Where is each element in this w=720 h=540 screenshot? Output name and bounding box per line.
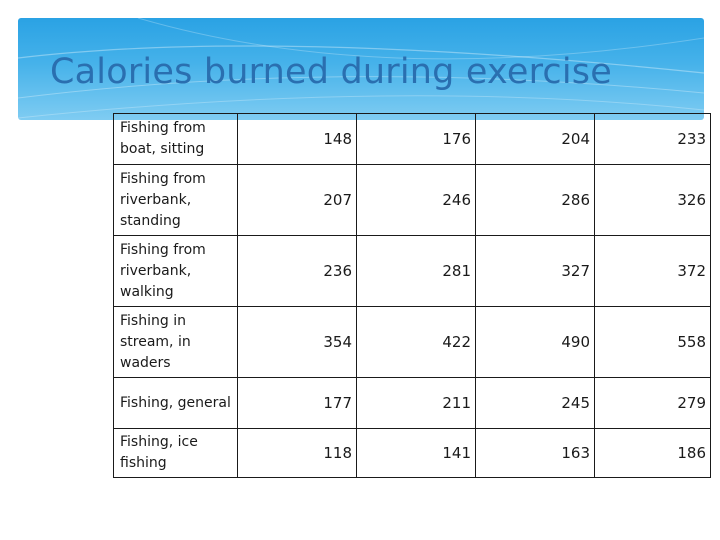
activity-label: Fishing, general <box>113 377 238 429</box>
activity-label: Fishing from riverbank, walking <box>113 235 238 307</box>
table-cell: 422 <box>356 306 476 378</box>
table-cell: 148 <box>237 113 357 165</box>
table-cell: 186 <box>594 428 711 478</box>
table-cell: 233 <box>594 113 711 165</box>
slide-title: Calories burned during exercise <box>50 52 612 92</box>
table-row: Fishing from riverbank, walking 236 281 … <box>113 235 711 307</box>
table-row: Fishing from boat, sitting 148 176 204 2… <box>113 113 711 165</box>
table-cell: 118 <box>237 428 357 478</box>
activity-label: Fishing in stream, in waders <box>113 306 238 378</box>
table-cell: 204 <box>475 113 595 165</box>
table-cell: 490 <box>475 306 595 378</box>
activity-label: Fishing from boat, sitting <box>113 113 238 165</box>
table-cell: 558 <box>594 306 711 378</box>
table-cell: 177 <box>237 377 357 429</box>
table-cell: 207 <box>237 164 357 236</box>
table-row: Fishing, ice fishing 118 141 163 186 <box>113 428 711 478</box>
table-cell: 286 <box>475 164 595 236</box>
activity-label: Fishing from riverbank, standing <box>113 164 238 236</box>
table-cell: 141 <box>356 428 476 478</box>
table-cell: 281 <box>356 235 476 307</box>
calories-table: Fishing from boat, sitting 148 176 204 2… <box>113 113 711 478</box>
table-row: Fishing, general 177 211 245 279 <box>113 377 711 429</box>
table-cell: 327 <box>475 235 595 307</box>
table-cell: 245 <box>475 377 595 429</box>
table-cell: 279 <box>594 377 711 429</box>
table-cell: 372 <box>594 235 711 307</box>
table-cell: 163 <box>475 428 595 478</box>
header-decoration <box>18 18 704 119</box>
header-band <box>18 18 704 120</box>
table-row: Fishing in stream, in waders 354 422 490… <box>113 306 711 378</box>
activity-label: Fishing, ice fishing <box>113 428 238 478</box>
table-cell: 236 <box>237 235 357 307</box>
table-cell: 246 <box>356 164 476 236</box>
table-cell: 326 <box>594 164 711 236</box>
table-row: Fishing from riverbank, standing 207 246… <box>113 164 711 236</box>
table-cell: 211 <box>356 377 476 429</box>
table-cell: 354 <box>237 306 357 378</box>
table-cell: 176 <box>356 113 476 165</box>
calories-table-wrap: Fishing from boat, sitting 148 176 204 2… <box>113 113 711 478</box>
